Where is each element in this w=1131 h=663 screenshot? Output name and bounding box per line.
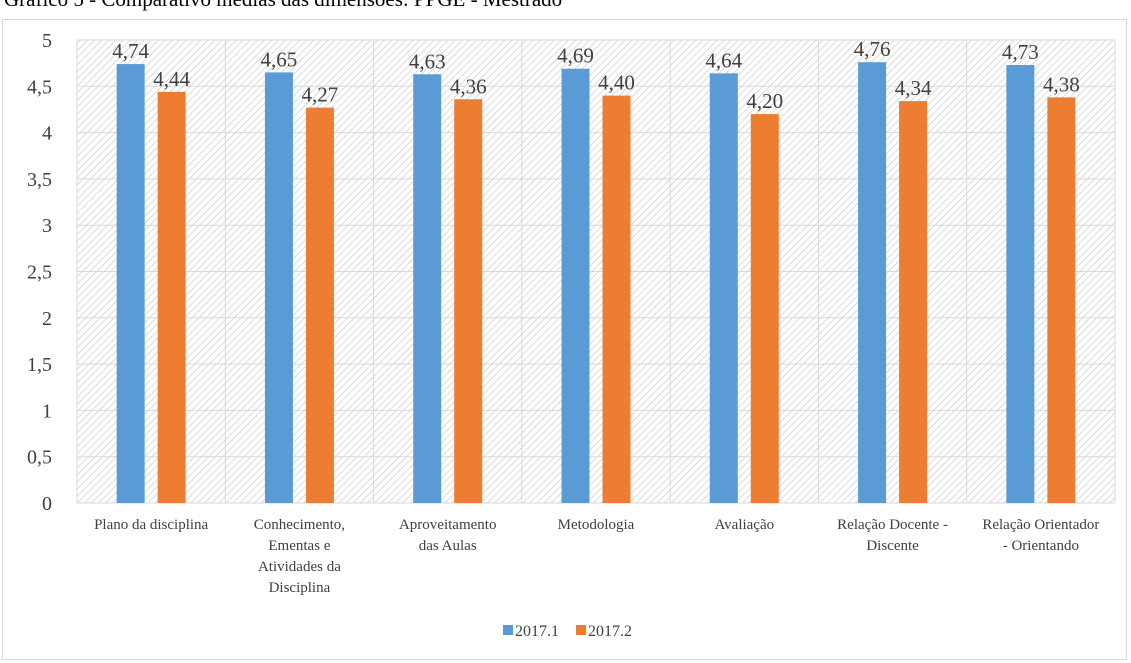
- data-labels: 4,74 4,65 4,63 4,69 4,64 4,76 4,73 4,44 4,27 4,36…: [112, 37, 1079, 113]
- bar-2017.2: [602, 95, 631, 503]
- data-label: 4,64: [705, 48, 742, 72]
- y-tick-label: 3: [42, 215, 52, 237]
- bar-2017.1: [264, 72, 293, 503]
- y-tick-label: 4: [42, 123, 52, 145]
- x-category-label: Ementas e: [268, 538, 330, 554]
- bar-2017.2: [899, 101, 928, 503]
- bars: [116, 62, 1076, 504]
- bar-2017.2: [454, 99, 483, 503]
- data-label: 4,20: [746, 89, 783, 113]
- x-category-label: Metodologia: [558, 517, 635, 533]
- data-label: 4,73: [1002, 40, 1039, 64]
- bar-2017.1: [413, 74, 442, 504]
- y-tick-label: 0,5: [27, 447, 52, 469]
- y-axis: 0 0,5 1 1,5 2 2,5 3 3,5 4 4,5 5: [27, 30, 52, 515]
- y-tick-label: 1: [42, 400, 52, 422]
- bar-2017.1: [561, 68, 590, 504]
- bar-2017.1: [709, 73, 738, 503]
- bar-2017.1: [1006, 65, 1035, 503]
- y-tick-label: 4,5: [27, 76, 52, 98]
- legend: 2017.1 2017.2: [503, 623, 632, 640]
- x-category-label: das Aulas: [419, 538, 477, 554]
- chart-title: Gráfico 5 - Comparativo médias das dimen…: [4, 0, 562, 12]
- x-category-label: Avaliação: [714, 517, 774, 533]
- x-category-label: - Orientando: [1003, 538, 1079, 554]
- x-category-label: Relação Orientador: [982, 517, 1099, 533]
- bar-2017.1: [116, 64, 145, 504]
- data-label: 4,76: [854, 37, 891, 61]
- y-tick-label: 5: [42, 30, 52, 52]
- bar-2017.2: [157, 91, 186, 503]
- bar-2017.2: [305, 107, 334, 504]
- data-label: 4,27: [302, 83, 339, 107]
- x-axis: Plano da disciplina Conhecimento, Ementas …: [94, 517, 1099, 596]
- x-category-label: Plano da disciplina: [94, 517, 208, 533]
- data-label: 4,40: [598, 71, 635, 95]
- y-tick-label: 2,5: [27, 262, 52, 284]
- y-tick-label: 1,5: [27, 354, 52, 376]
- data-label: 4,34: [895, 76, 932, 100]
- data-label: 4,65: [261, 47, 298, 71]
- bar-2017.1: [858, 62, 887, 503]
- y-tick-label: 3,5: [27, 169, 52, 191]
- x-category-label: Atividades da: [258, 559, 341, 575]
- gridlines: [76, 39, 1116, 504]
- bar-2017.2: [1047, 97, 1076, 504]
- x-category-label: Aproveitamento: [399, 517, 496, 533]
- x-category-label: Relação Docente -: [837, 517, 948, 533]
- data-label: 4,69: [557, 44, 594, 68]
- x-category-label: Discente: [866, 538, 919, 554]
- bar-2017.2: [750, 114, 779, 503]
- y-tick-label: 2: [42, 308, 52, 330]
- legend-label: 2017.1: [515, 623, 559, 640]
- x-category-label: Disciplina: [269, 580, 331, 596]
- x-category-label: Conhecimento,: [254, 517, 345, 533]
- legend-swatch: [576, 625, 586, 635]
- data-label: 4,44: [153, 67, 190, 91]
- y-tick-label: 0: [42, 493, 52, 515]
- data-label: 4,36: [450, 74, 487, 98]
- legend-swatch: [503, 625, 513, 635]
- data-label: 4,63: [409, 49, 446, 73]
- data-label: 4,38: [1043, 72, 1080, 96]
- data-label: 4,74: [112, 39, 149, 63]
- legend-label: 2017.2: [588, 623, 632, 640]
